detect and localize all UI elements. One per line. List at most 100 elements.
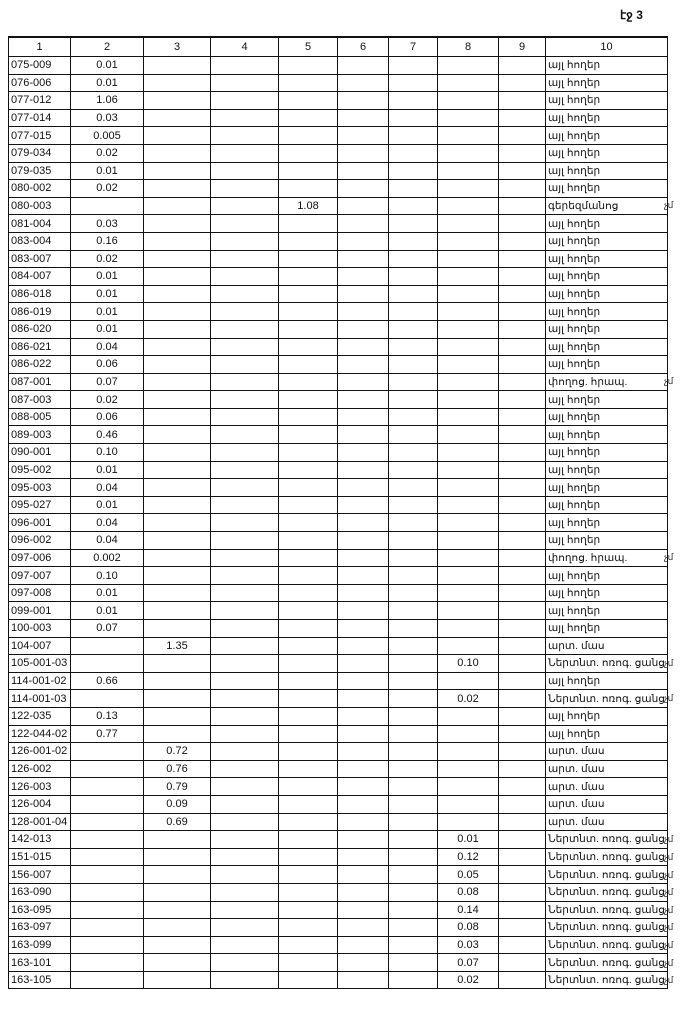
area-cell — [498, 249, 546, 269]
area-cell — [143, 179, 211, 198]
parcel-code-cell: 077-012 — [8, 91, 71, 110]
area-cell — [437, 443, 499, 462]
area-cell — [437, 460, 499, 480]
area-cell — [388, 742, 438, 761]
area-cell — [337, 706, 389, 726]
parcel-code-cell: 081-004 — [8, 214, 71, 233]
area-cell — [278, 706, 338, 726]
margin-note: չմ — [664, 851, 674, 862]
area-cell: 0.06 — [70, 407, 144, 427]
table-row: 128-001-04 0.69 արտ. մաս — [8, 812, 668, 832]
area-cell — [337, 777, 389, 796]
area-cell — [388, 777, 438, 796]
area-cell — [498, 460, 546, 480]
area-cell — [337, 970, 389, 990]
area-cell — [143, 56, 211, 75]
table-row: 077-014 0.03 այլ հողեր — [8, 108, 668, 128]
margin-note: չմ — [664, 975, 674, 986]
land-type-cell: այլ հողեր — [545, 531, 668, 550]
area-cell — [498, 953, 546, 972]
area-cell — [337, 865, 389, 884]
parcel-code-cell: 095-002 — [8, 460, 71, 480]
area-cell: 0.07 — [437, 953, 499, 972]
area-cell: 0.01 — [70, 73, 144, 93]
parcel-code-cell: 083-004 — [8, 231, 71, 251]
area-cell — [278, 689, 338, 708]
land-type-cell: այլ հողեր — [545, 390, 668, 409]
table-row: 156-007 0.05 Ներտնտ. ոռոգ. ցանց — [8, 865, 668, 884]
header-row: 1 2 3 4 5 6 7 8 9 10 — [8, 36, 668, 57]
area-cell — [278, 812, 338, 832]
area-cell: 0.01 — [437, 830, 499, 849]
parcel-code-cell: 163-095 — [8, 900, 71, 920]
land-type-cell: այլ հողեր — [545, 284, 668, 304]
area-cell: 0.03 — [70, 214, 144, 233]
table-row: 114-001-03 0.02 Ներտնտ. ոռոգ. ցանց — [8, 689, 668, 708]
area-cell — [437, 337, 499, 357]
area-cell — [210, 742, 279, 761]
area-cell — [498, 495, 546, 515]
area-cell: 0.13 — [70, 706, 144, 726]
area-cell: 0.66 — [70, 671, 144, 691]
area-cell — [278, 355, 338, 374]
area-cell — [210, 619, 279, 638]
parcel-code-cell: 126-001-02 — [8, 742, 71, 761]
area-cell — [437, 231, 499, 251]
area-cell: 0.01 — [70, 583, 144, 603]
area-cell — [498, 619, 546, 638]
parcel-code-cell: 084-007 — [8, 267, 71, 286]
area-cell — [143, 425, 211, 445]
parcel-code-cell: 089-003 — [8, 425, 71, 445]
area-cell — [498, 671, 546, 691]
table-row: 081-004 0.03 այլ հողեր — [8, 214, 668, 233]
column-header: 8 — [437, 36, 499, 57]
area-cell — [143, 830, 211, 849]
area-cell — [498, 355, 546, 374]
area-cell — [210, 319, 279, 339]
area-cell — [498, 56, 546, 75]
area-cell — [210, 460, 279, 480]
area-cell — [143, 302, 211, 321]
column-header: 4 — [210, 36, 279, 57]
area-cell — [70, 812, 144, 832]
area-cell — [498, 548, 546, 568]
area-cell — [143, 619, 211, 638]
area-cell — [498, 267, 546, 286]
area-cell — [143, 214, 211, 233]
area-cell — [210, 671, 279, 691]
land-type-cell: այլ հողեր — [545, 566, 668, 585]
area-cell — [388, 407, 438, 427]
area-cell — [498, 847, 546, 867]
area-cell — [210, 390, 279, 409]
land-parcel-table: 1 2 3 4 5 6 7 8 9 10 075-009 0.01 այլ հողեր 076-006 0.… — [8, 36, 668, 990]
area-cell — [388, 953, 438, 972]
area-cell: 0.02 — [70, 390, 144, 409]
area-cell — [498, 231, 546, 251]
area-cell — [388, 443, 438, 462]
area-cell — [437, 724, 499, 744]
area-cell — [143, 671, 211, 691]
area-cell — [388, 355, 438, 374]
table-row: 088-005 0.06 այլ հողեր — [8, 407, 668, 427]
area-cell — [498, 337, 546, 357]
area-cell — [210, 777, 279, 796]
land-type-cell: այլ հողեր — [545, 179, 668, 198]
area-cell — [210, 108, 279, 128]
area-cell — [498, 583, 546, 603]
area-cell — [278, 56, 338, 75]
area-cell — [337, 724, 389, 744]
area-cell — [337, 372, 389, 392]
area-cell: 1.06 — [70, 91, 144, 110]
area-cell — [437, 179, 499, 198]
area-cell: 0.77 — [70, 724, 144, 744]
area-cell — [388, 970, 438, 990]
table-row: 097-008 0.01 այլ հողեր — [8, 583, 668, 603]
table-row: 097-006 0.002 փողոց. հրապ. — [8, 548, 668, 568]
area-cell — [388, 214, 438, 233]
area-cell — [278, 337, 338, 357]
area-cell — [437, 531, 499, 550]
area-cell — [337, 161, 389, 181]
margin-note: չմ — [664, 957, 674, 968]
area-cell — [337, 143, 389, 163]
area-cell — [278, 108, 338, 128]
